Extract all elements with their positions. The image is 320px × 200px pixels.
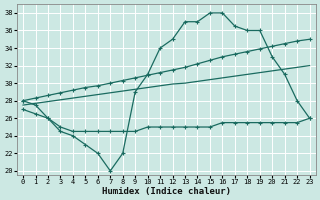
- X-axis label: Humidex (Indice chaleur): Humidex (Indice chaleur): [102, 187, 231, 196]
